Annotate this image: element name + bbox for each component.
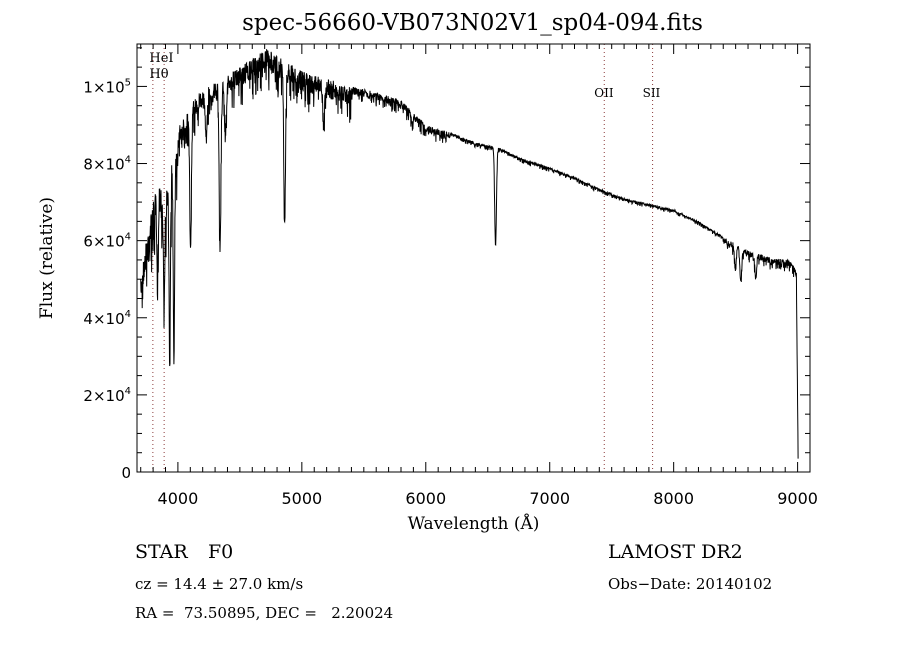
plot-frame [136,43,811,473]
x-tick-label: 8000 [653,489,694,508]
obs-date: Obs−Date: 20140102 [608,575,773,593]
line-marker-label: Hθ [149,67,168,82]
x-tick-label: 5000 [281,489,322,508]
y-tick-label: 0 [121,464,131,482]
chart-title: spec-56660-VB073N02V1_sp04-094.fits [242,10,703,36]
spectrum-line [140,49,799,459]
y-tick-label: 6×104 [83,232,131,251]
y-tick-label: 1×105 [83,77,131,96]
survey-label: LAMOST DR2 [608,541,743,563]
y-tick-label: 4×104 [83,309,131,328]
x-tick-label: 9000 [777,489,818,508]
y-tick-label: 2×104 [83,386,131,405]
x-tick-label: 6000 [405,489,446,508]
y-tick-label: 8×104 [83,155,131,174]
x-axis-label: Wavelength (Å) [408,513,540,534]
redshift-info: cz = 14.4 ± 27.0 km/s [135,575,304,593]
x-tick-label: 7000 [529,489,570,508]
line-marker-label: OII [594,86,614,100]
coordinates: RA = 73.50895, DEC = 2.20024 [135,604,394,622]
y-axis-label: Flux (relative) [37,197,57,319]
object-subclass: F0 [208,541,234,563]
x-tick-label: 4000 [158,489,199,508]
object-class: STAR [135,541,188,563]
line-marker-label: HeI [149,51,173,66]
line-marker-label: SII [643,86,661,100]
